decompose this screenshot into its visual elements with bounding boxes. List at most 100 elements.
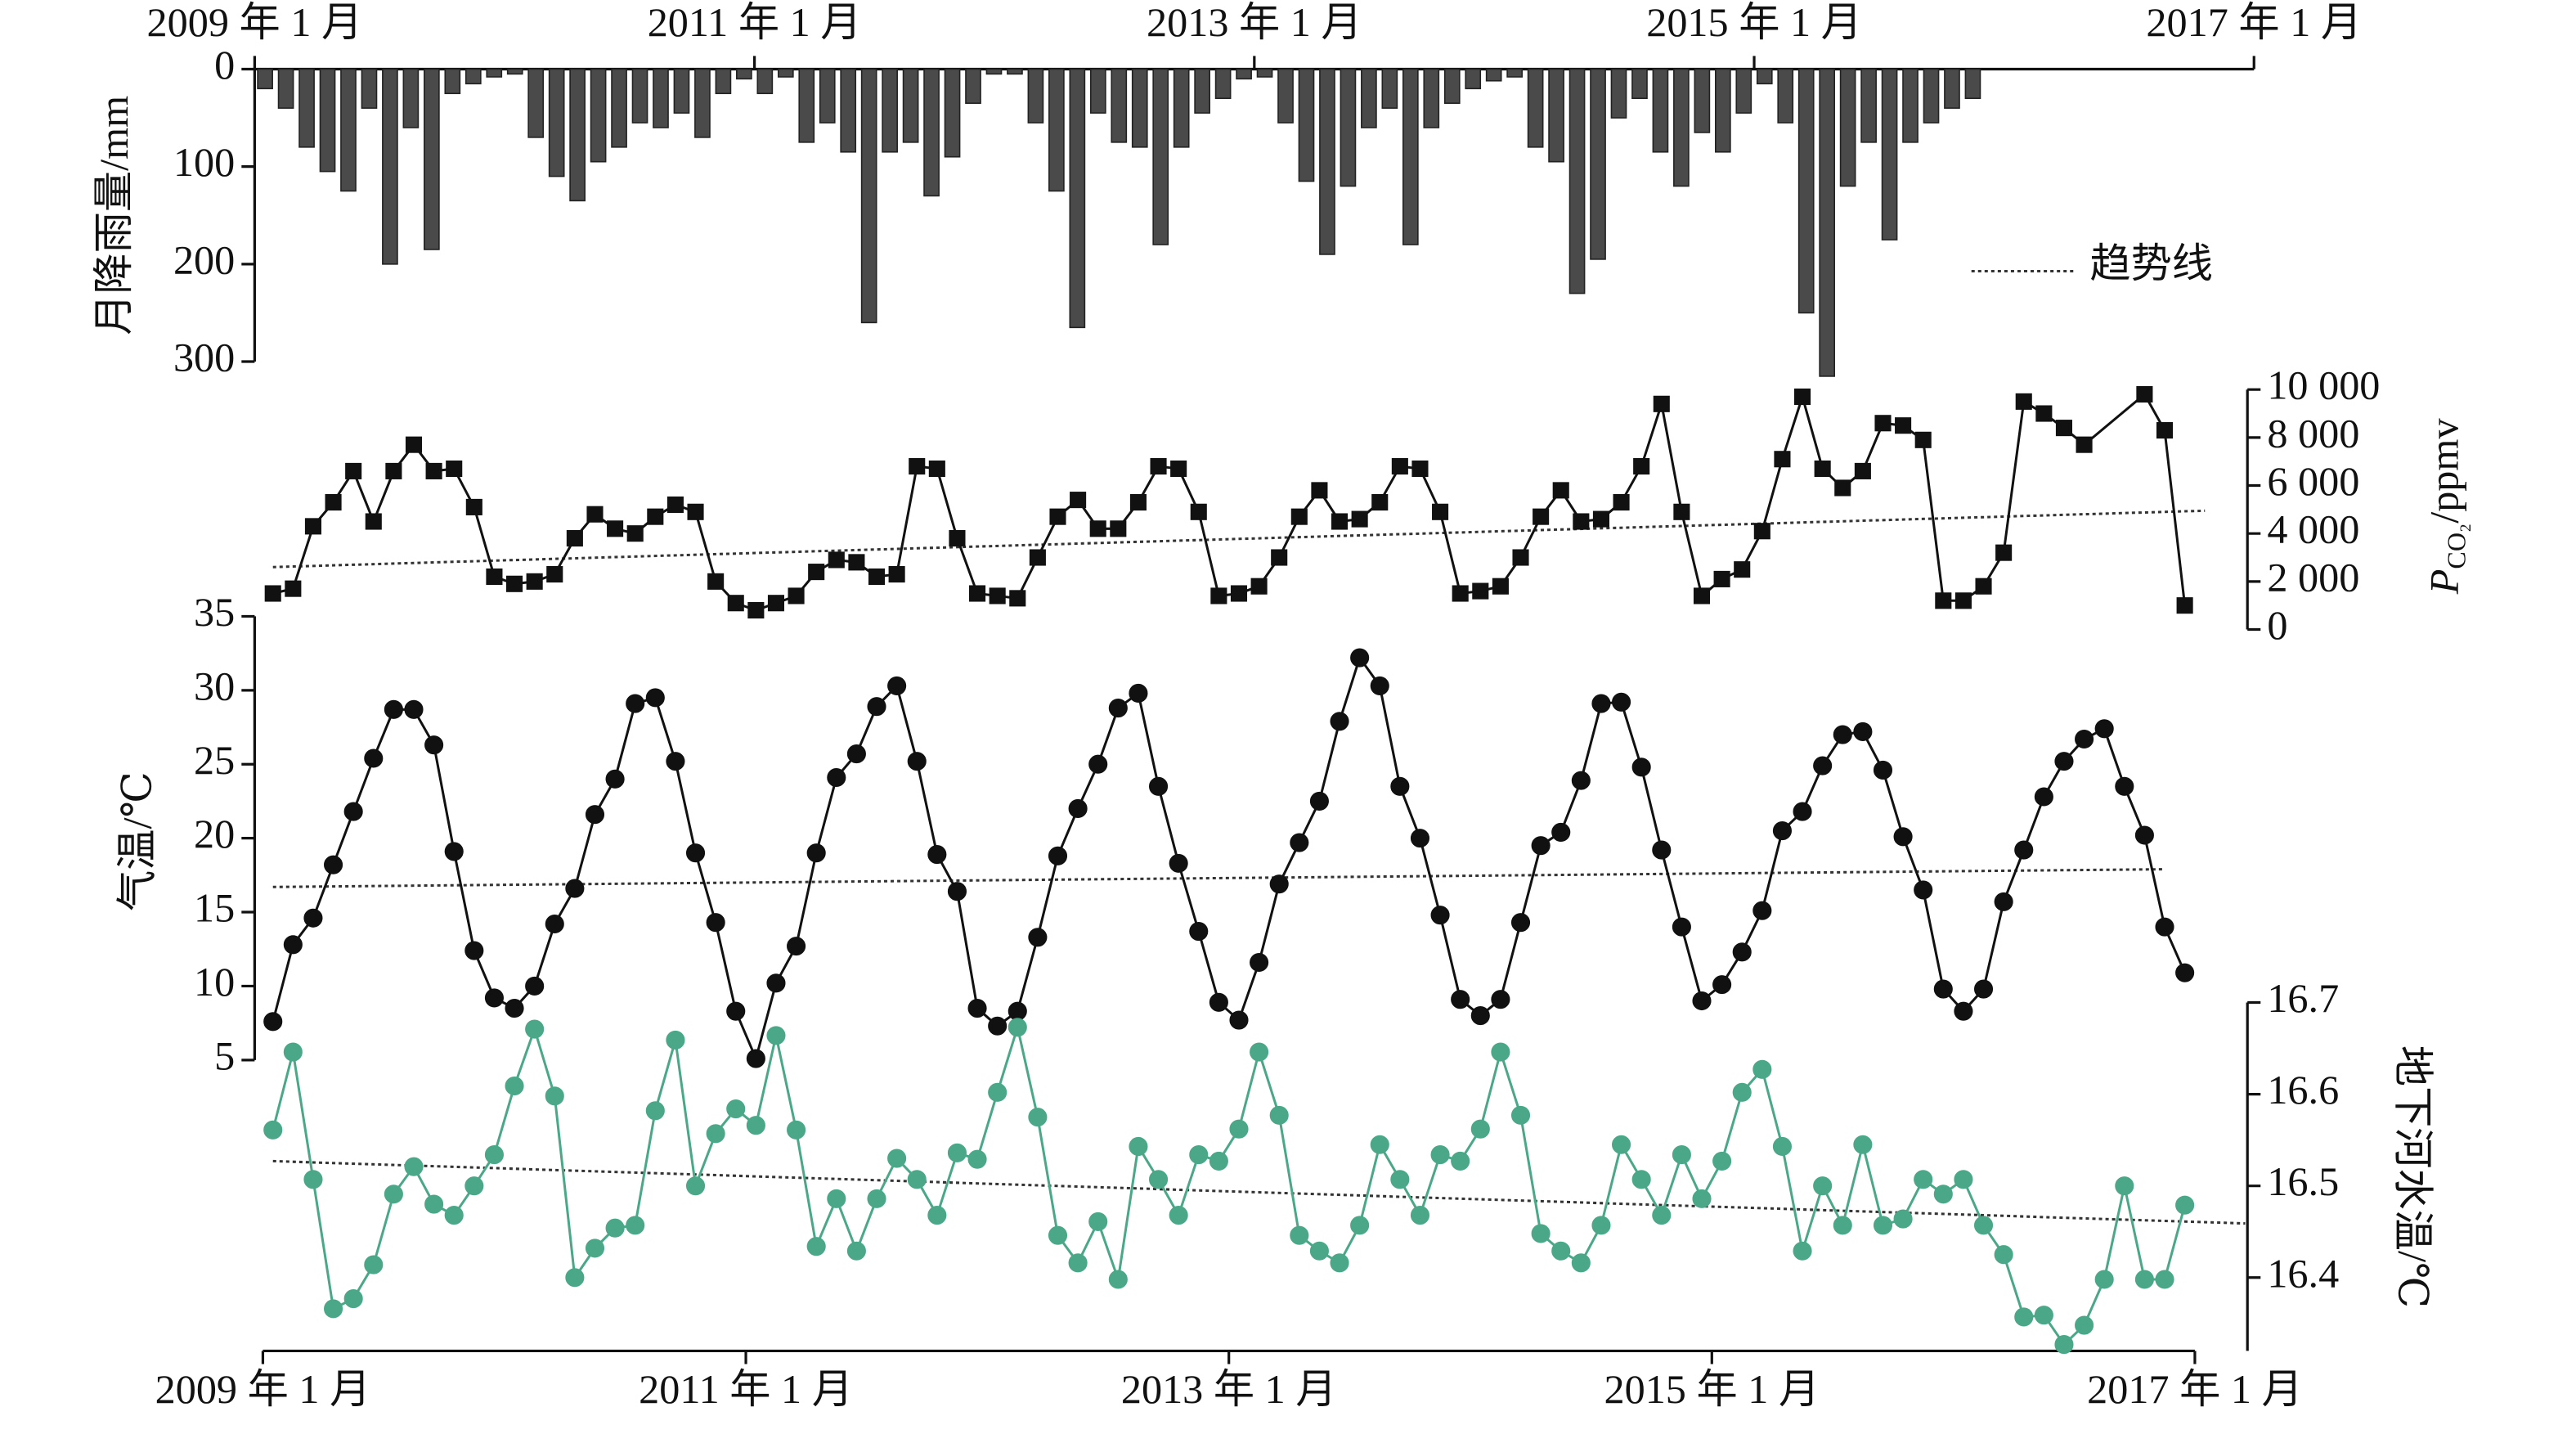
bar — [382, 68, 398, 265]
point — [928, 460, 945, 478]
label-symbol: P — [2421, 569, 2466, 596]
point — [949, 530, 966, 547]
point — [967, 999, 987, 1018]
point — [1794, 388, 1811, 406]
point — [1653, 395, 1670, 412]
bar — [673, 68, 690, 114]
y-tick-label: 6 000 — [2267, 458, 2359, 504]
point — [1552, 482, 1569, 499]
point — [1129, 683, 1148, 703]
point — [1209, 992, 1228, 1012]
y-tick-label: 16.7 — [2267, 975, 2339, 1021]
x-tick-label: 2013 年 1 月 — [1121, 1366, 1337, 1412]
point — [1089, 520, 1106, 537]
point — [746, 1049, 765, 1068]
x-tick-label: 2011 年 1 月 — [639, 1366, 853, 1412]
point — [666, 752, 685, 771]
series-line — [272, 654, 2187, 1063]
point — [1914, 1170, 1933, 1189]
point — [303, 908, 323, 928]
bar — [694, 68, 711, 138]
x-tick-label: 2013 年 1 月 — [1147, 0, 1362, 45]
point — [846, 744, 866, 764]
point — [909, 458, 926, 475]
x-tick-label: 2009 年 1 月 — [147, 0, 363, 45]
bar — [965, 68, 981, 104]
bar — [277, 68, 294, 109]
point — [2094, 1270, 2114, 1289]
point — [806, 1237, 826, 1256]
point — [1933, 1185, 1953, 1204]
point — [385, 462, 402, 479]
point — [1070, 492, 1087, 509]
point — [586, 506, 604, 523]
point — [1410, 829, 1430, 848]
point — [384, 1185, 403, 1204]
y-tick-label: 25 — [194, 737, 235, 783]
bar — [424, 68, 440, 250]
bar — [1944, 68, 1960, 109]
point — [2015, 393, 2032, 410]
point — [2034, 787, 2053, 807]
bar — [944, 68, 961, 158]
bar — [402, 68, 420, 128]
point — [464, 941, 484, 960]
point — [1370, 676, 1389, 695]
point — [525, 1019, 545, 1039]
point — [345, 462, 362, 479]
point — [1108, 1270, 1128, 1289]
point — [706, 913, 725, 933]
point — [1994, 892, 2013, 911]
point — [626, 525, 644, 542]
point — [2156, 422, 2174, 439]
point — [1954, 1170, 1973, 1189]
point — [645, 688, 665, 708]
point — [1512, 549, 1529, 566]
point — [506, 575, 523, 592]
trend-line — [272, 868, 2165, 888]
series-line — [272, 392, 2187, 612]
trend-line — [272, 1159, 2246, 1225]
point — [685, 1176, 706, 1196]
point — [1592, 510, 1609, 528]
bar — [1714, 68, 1731, 153]
bar — [1402, 68, 1419, 245]
y-tick-label: 30 — [194, 663, 235, 708]
point — [1472, 582, 1489, 600]
point — [927, 844, 947, 865]
bar — [1964, 68, 1981, 100]
point — [2055, 420, 2073, 437]
point — [2034, 1306, 2053, 1325]
bar — [715, 68, 732, 95]
point — [2175, 963, 2195, 982]
x-tick-label: 2015 年 1 月 — [1646, 0, 1862, 45]
point — [1129, 494, 1147, 511]
point — [1009, 590, 1026, 607]
point — [1712, 975, 1732, 995]
y-tick-label: 16.4 — [2267, 1250, 2339, 1296]
point — [1049, 508, 1066, 525]
point — [526, 573, 543, 590]
y-tick-label: 5 — [214, 1032, 235, 1078]
point — [1612, 1135, 1631, 1154]
point — [2115, 776, 2134, 796]
y-tick-label: 200 — [173, 236, 235, 282]
bar — [1694, 68, 1711, 133]
point — [364, 748, 384, 768]
bar — [1236, 68, 1252, 80]
point — [1774, 451, 1791, 468]
point — [1975, 578, 1992, 595]
bar — [1797, 68, 1815, 314]
point — [988, 1016, 1008, 1036]
point — [283, 1042, 303, 1062]
bar — [298, 68, 315, 148]
point — [1028, 928, 1048, 947]
point — [2075, 729, 2094, 749]
point — [1793, 802, 1812, 821]
point — [1250, 1042, 1269, 1062]
bar — [1089, 68, 1106, 114]
y-tick-label: 20 — [194, 811, 235, 856]
point — [1309, 791, 1329, 811]
point — [706, 1124, 725, 1144]
point — [325, 494, 342, 511]
